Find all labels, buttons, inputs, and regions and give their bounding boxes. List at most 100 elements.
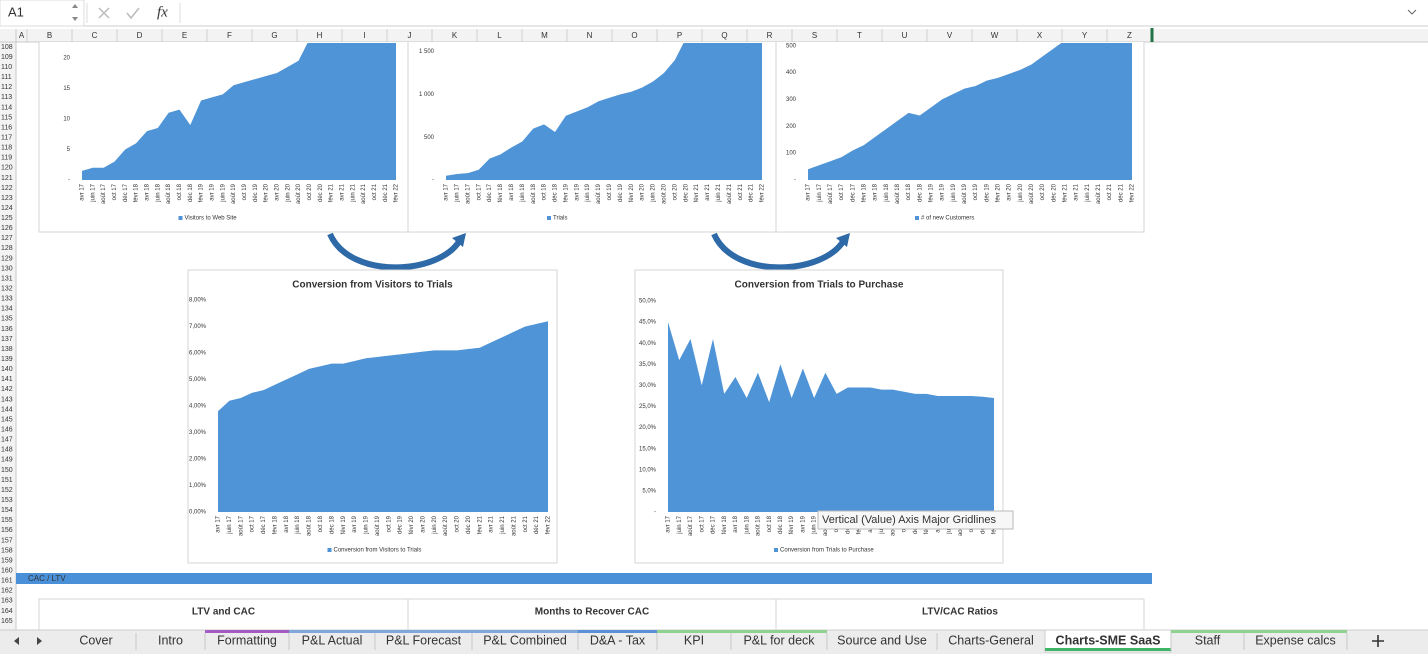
column-header: T: [857, 31, 862, 40]
cancel-icon[interactable]: [98, 7, 110, 19]
sheet-tab[interactable]: D&A - Tax: [590, 633, 646, 647]
y-tick-label: -: [68, 178, 70, 184]
sheet-tab[interactable]: KPI: [684, 633, 704, 647]
chart-frame[interactable]: [38, 598, 409, 639]
sheet-tab[interactable]: Charts-General: [948, 633, 1033, 647]
chart-title: LTV/CAC Ratios: [922, 607, 998, 618]
sheet-tab[interactable]: Expense calcs: [1255, 633, 1336, 647]
x-tick-label: oct 18: [542, 183, 548, 200]
sheet-tab[interactable]: P&L Combined: [483, 633, 567, 647]
x-tick-label: oct 21: [1107, 183, 1113, 200]
sheet-tab[interactable]: P&L Actual: [302, 633, 363, 647]
x-tick-label: févr 18: [498, 183, 504, 202]
legend-label: Trials: [553, 216, 567, 222]
legend-swatch: [774, 548, 778, 552]
x-tick-label: oct 17: [112, 183, 118, 200]
column-header: L: [497, 31, 502, 40]
name-box-spinner[interactable]: [72, 4, 78, 21]
sheet-tab[interactable]: Formatting: [217, 633, 277, 647]
x-tick-label: oct 20: [1040, 183, 1046, 200]
x-tick-label: déc 19: [618, 183, 624, 202]
sheet-tab[interactable]: Source and Use: [837, 633, 927, 647]
x-tick-label: avr 19: [574, 183, 580, 200]
chart-title: Conversion from Visitors to Trials: [292, 280, 453, 291]
tab-color: [472, 630, 578, 633]
y-tick-label: 5: [67, 147, 71, 153]
x-tick-label: août 21: [361, 183, 367, 204]
x-tick-label: avr 19: [940, 183, 946, 200]
expand-formula[interactable]: [1407, 9, 1417, 15]
x-tick-label: août 18: [166, 183, 172, 204]
name-box[interactable]: [0, 0, 85, 27]
row-header: 149: [1, 457, 13, 464]
row-header: 117: [1, 134, 12, 141]
add-sheet[interactable]: [1372, 635, 1384, 647]
row-header: 157: [1, 537, 13, 544]
row-header: 160: [1, 567, 13, 574]
column-header: V: [947, 31, 953, 40]
plot-area: [82, 43, 396, 180]
x-tick-label: juin 17: [817, 183, 823, 202]
tooltip: Vertical (Value) Axis Major Gridlines: [822, 514, 997, 526]
y-tick-label: 10,0%: [639, 467, 657, 473]
x-tick-label: juin 19: [364, 515, 370, 534]
x-tick-label: avr 17: [666, 515, 672, 532]
sheet-tab[interactable]: P&L Forecast: [386, 633, 462, 647]
y-tick-label: 4,00%: [189, 404, 207, 410]
chart: - 500 1 000 1 500 avr 17 juin 17 août 17 oct 17…: [407, 42, 777, 233]
x-tick-label: août 17: [688, 515, 694, 536]
row-header: 165: [1, 618, 13, 625]
row-header: 145: [1, 416, 13, 423]
x-tick-label: avr 17: [80, 183, 86, 200]
row-header: 143: [1, 396, 13, 403]
row-header: 140: [1, 366, 13, 373]
row-header: 112: [1, 84, 12, 91]
tab-color: [578, 630, 657, 633]
x-tick-label: oct 18: [906, 183, 912, 200]
x-tick-label: août 17: [828, 183, 834, 204]
row-header: 119: [1, 155, 12, 162]
x-tick-label: juin 18: [520, 183, 526, 202]
x-tick-label: févr 22: [546, 515, 552, 534]
x-tick-label: juin 21: [500, 515, 506, 534]
x-tick-label: juin 21: [716, 183, 722, 202]
tab-color: [731, 630, 827, 633]
x-tick-label: juin 21: [1085, 183, 1091, 202]
sheet-tab[interactable]: Cover: [79, 633, 112, 647]
x-tick-label: juin 19: [812, 515, 818, 534]
sheet-tab[interactable]: Staff: [1195, 633, 1221, 647]
row-header: 111: [1, 74, 12, 81]
row-header: 137: [1, 336, 13, 343]
chart-frame[interactable]: [775, 598, 1145, 639]
fx-icon[interactable]: fx: [157, 4, 168, 20]
y-tick-label: 7,00%: [189, 324, 207, 330]
x-tick-label: avr 18: [733, 515, 739, 532]
x-tick-label: oct 17: [250, 515, 256, 532]
x-tick-label: avr 20: [274, 183, 280, 200]
tab-color: [1244, 630, 1347, 633]
x-tick-label: août 17: [465, 183, 471, 204]
x-tick-label: août 21: [511, 515, 517, 536]
row-header: 115: [1, 114, 12, 121]
x-tick-label: févr 19: [341, 515, 347, 534]
column-header-bar: [0, 29, 1428, 42]
x-tick-label: févr 18: [861, 183, 867, 202]
x-tick-label: avr 19: [352, 515, 358, 532]
sheet-tab[interactable]: Charts-SME SaaS: [1056, 633, 1161, 647]
legend-swatch: [547, 216, 551, 220]
section-bar: [16, 573, 1152, 584]
x-tick-label: juin 17: [454, 183, 460, 202]
sheet-tab[interactable]: Intro: [158, 633, 183, 647]
x-tick-label: août 19: [231, 183, 237, 204]
row-header: 154: [1, 507, 13, 514]
confirm-icon[interactable]: [126, 7, 140, 20]
row-header: 130: [1, 265, 13, 272]
x-tick-label: juin 19: [951, 183, 957, 202]
x-tick-label: févr 19: [789, 515, 795, 534]
x-tick-label: août 19: [596, 183, 602, 204]
sheet-tab[interactable]: P&L for deck: [743, 633, 815, 647]
row-header: 144: [1, 406, 13, 413]
y-tick-label: -: [794, 178, 796, 184]
x-tick-label: févr 19: [563, 183, 569, 202]
